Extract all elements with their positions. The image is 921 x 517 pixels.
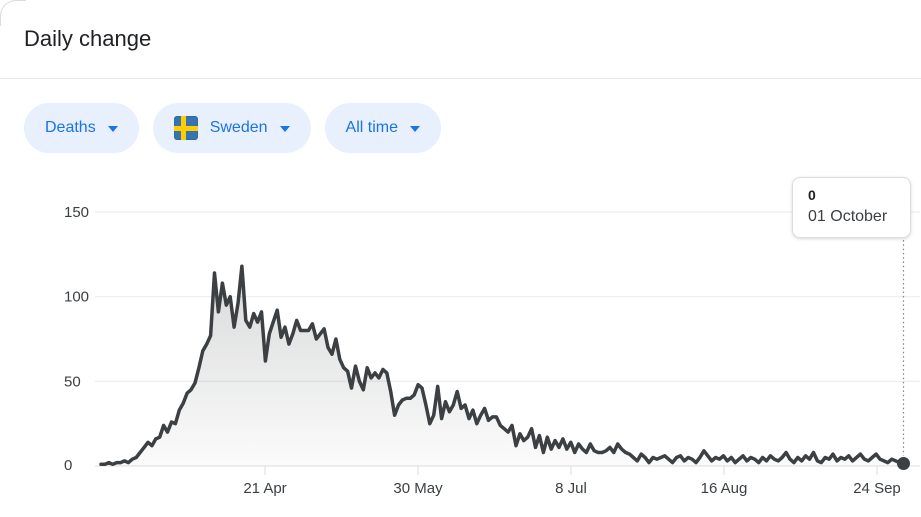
tooltip-date: 01 October: [808, 208, 888, 225]
x-axis: 21 Apr 30 May 8 Jul 16 Aug 24 Sep: [243, 466, 901, 497]
tooltip-value: 0: [808, 187, 816, 203]
filter-bar: Deaths Sweden All time: [24, 103, 441, 153]
region-filter-label: Sweden: [209, 119, 268, 136]
metric-filter-label: Deaths: [45, 119, 96, 136]
x-axis-label: 24 Sep: [853, 480, 901, 497]
x-axis-label: 8 Jul: [555, 480, 587, 497]
page-title: Daily change: [24, 26, 152, 51]
time-range-filter-chip[interactable]: All time: [324, 103, 441, 153]
chart-tooltip: 0 01 October: [792, 177, 911, 238]
chevron-down-icon: [279, 126, 290, 132]
x-axis-label: 16 Aug: [701, 480, 748, 497]
chart-line: [99, 264, 906, 468]
y-axis: 150 100 50 0: [64, 204, 89, 474]
x-axis-label: 30 May: [393, 480, 443, 497]
card-corner: [0, 0, 26, 26]
sweden-flag-icon: [173, 116, 198, 140]
x-axis-label: 21 Apr: [243, 480, 286, 497]
metric-filter-chip[interactable]: Deaths: [24, 103, 139, 153]
chart-area-fill: [101, 266, 904, 466]
chevron-down-icon: [409, 126, 420, 132]
chevron-down-icon: [107, 126, 118, 132]
region-filter-chip[interactable]: Sweden: [152, 103, 311, 153]
y-axis-label: 150: [64, 204, 89, 221]
y-axis-label: 100: [64, 289, 89, 306]
highlighted-point-dot: [897, 457, 910, 470]
y-axis-label: 50: [64, 373, 81, 390]
y-axis-label: 0: [64, 457, 72, 474]
header-divider: [0, 78, 921, 79]
time-range-filter-label: All time: [345, 119, 398, 136]
